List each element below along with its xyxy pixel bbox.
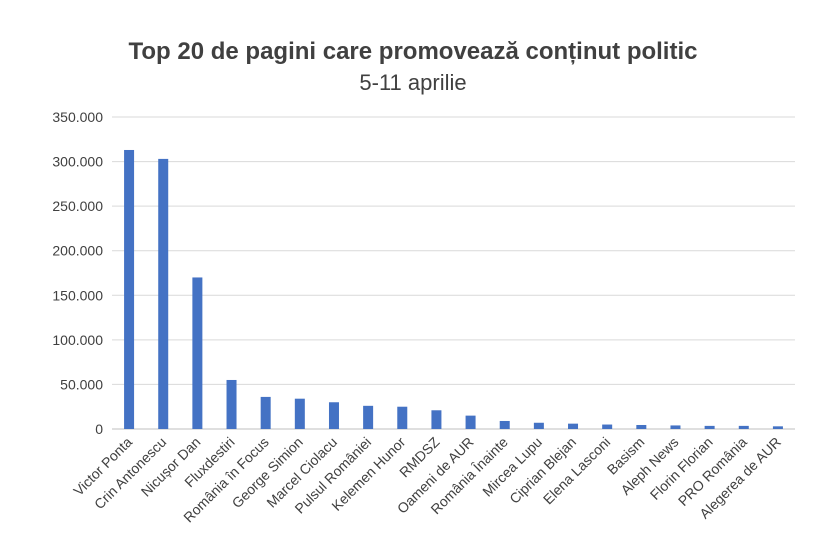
y-tick-label: 300.000 [52,154,103,170]
y-tick-label: 0 [95,421,103,437]
bar [568,423,579,429]
bar [124,149,135,430]
y-tick-label: 250.000 [52,198,103,214]
chart-title: Top 20 de pagini care promovează conținu… [128,38,698,65]
bar [704,425,715,429]
bar [533,422,544,429]
bar [260,396,271,429]
bar [738,425,749,429]
y-tick-label: 100.000 [52,332,103,348]
bars [124,149,783,430]
bar [602,424,613,429]
bar [363,405,374,429]
gridlines [112,116,795,430]
bar [192,277,203,429]
bar [158,158,169,429]
bar [465,415,476,429]
bar [397,406,408,429]
y-tick-label: 150.000 [52,287,103,303]
bar [636,424,647,429]
bar [670,425,681,429]
y-axis-ticks: 0 50.000 100.000 150.000 200.000 250.000 300.0… [52,109,103,437]
bar [294,398,305,429]
bar [499,420,510,429]
bar [772,426,783,429]
bar [328,402,339,429]
chart-subtitle: 5-11 aprilie [359,70,467,95]
y-tick-label: 350.000 [52,109,103,125]
y-tick-label: 50.000 [60,376,103,392]
y-tick-label: 200.000 [52,243,103,259]
bar [431,410,442,429]
bar [226,379,237,429]
